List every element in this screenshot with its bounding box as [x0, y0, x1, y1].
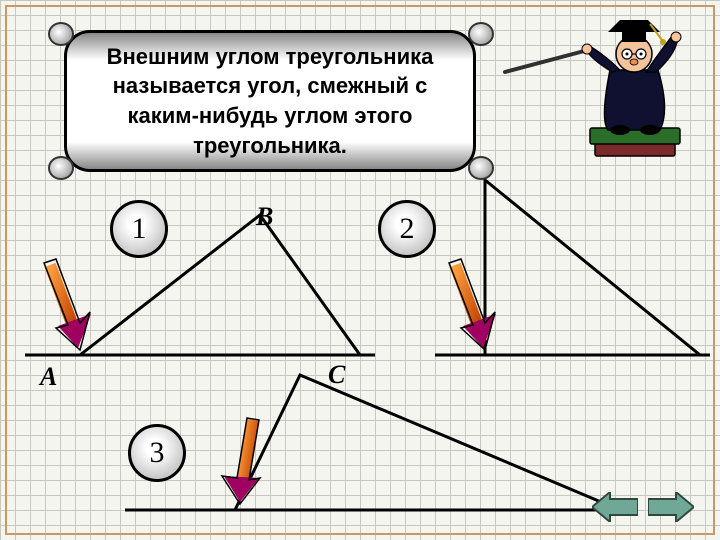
badge-2: 2: [378, 200, 436, 258]
badge-2-label: 2: [400, 212, 415, 246]
definition-text: Внешним углом треугольника называется уг…: [83, 42, 457, 161]
exterior-angle-arrow-1: [50, 265, 91, 348]
badge-1-label: 1: [132, 212, 147, 246]
exterior-angle-arrow-2: [455, 265, 496, 348]
vertex-label-b: B: [256, 202, 273, 232]
definition-box: Внешним углом треугольника называется уг…: [64, 30, 476, 172]
badge-3-label: 3: [150, 436, 165, 470]
teacher-icon: [500, 10, 690, 175]
nav-prev-button[interactable]: [592, 492, 638, 522]
scroll-curl-icon: [48, 156, 74, 180]
exterior-angle-arrow-3: [224, 420, 259, 502]
vertex-label-c: C: [328, 360, 345, 390]
nav-next-button[interactable]: [648, 492, 694, 522]
scroll-curl-icon: [468, 156, 494, 180]
vertex-label-a: A: [40, 362, 57, 392]
badge-3: 3: [128, 424, 186, 482]
badge-1: 1: [110, 200, 168, 258]
scroll-curl-icon: [48, 22, 74, 46]
triangle-3: [125, 375, 630, 510]
scroll-curl-icon: [468, 22, 494, 46]
